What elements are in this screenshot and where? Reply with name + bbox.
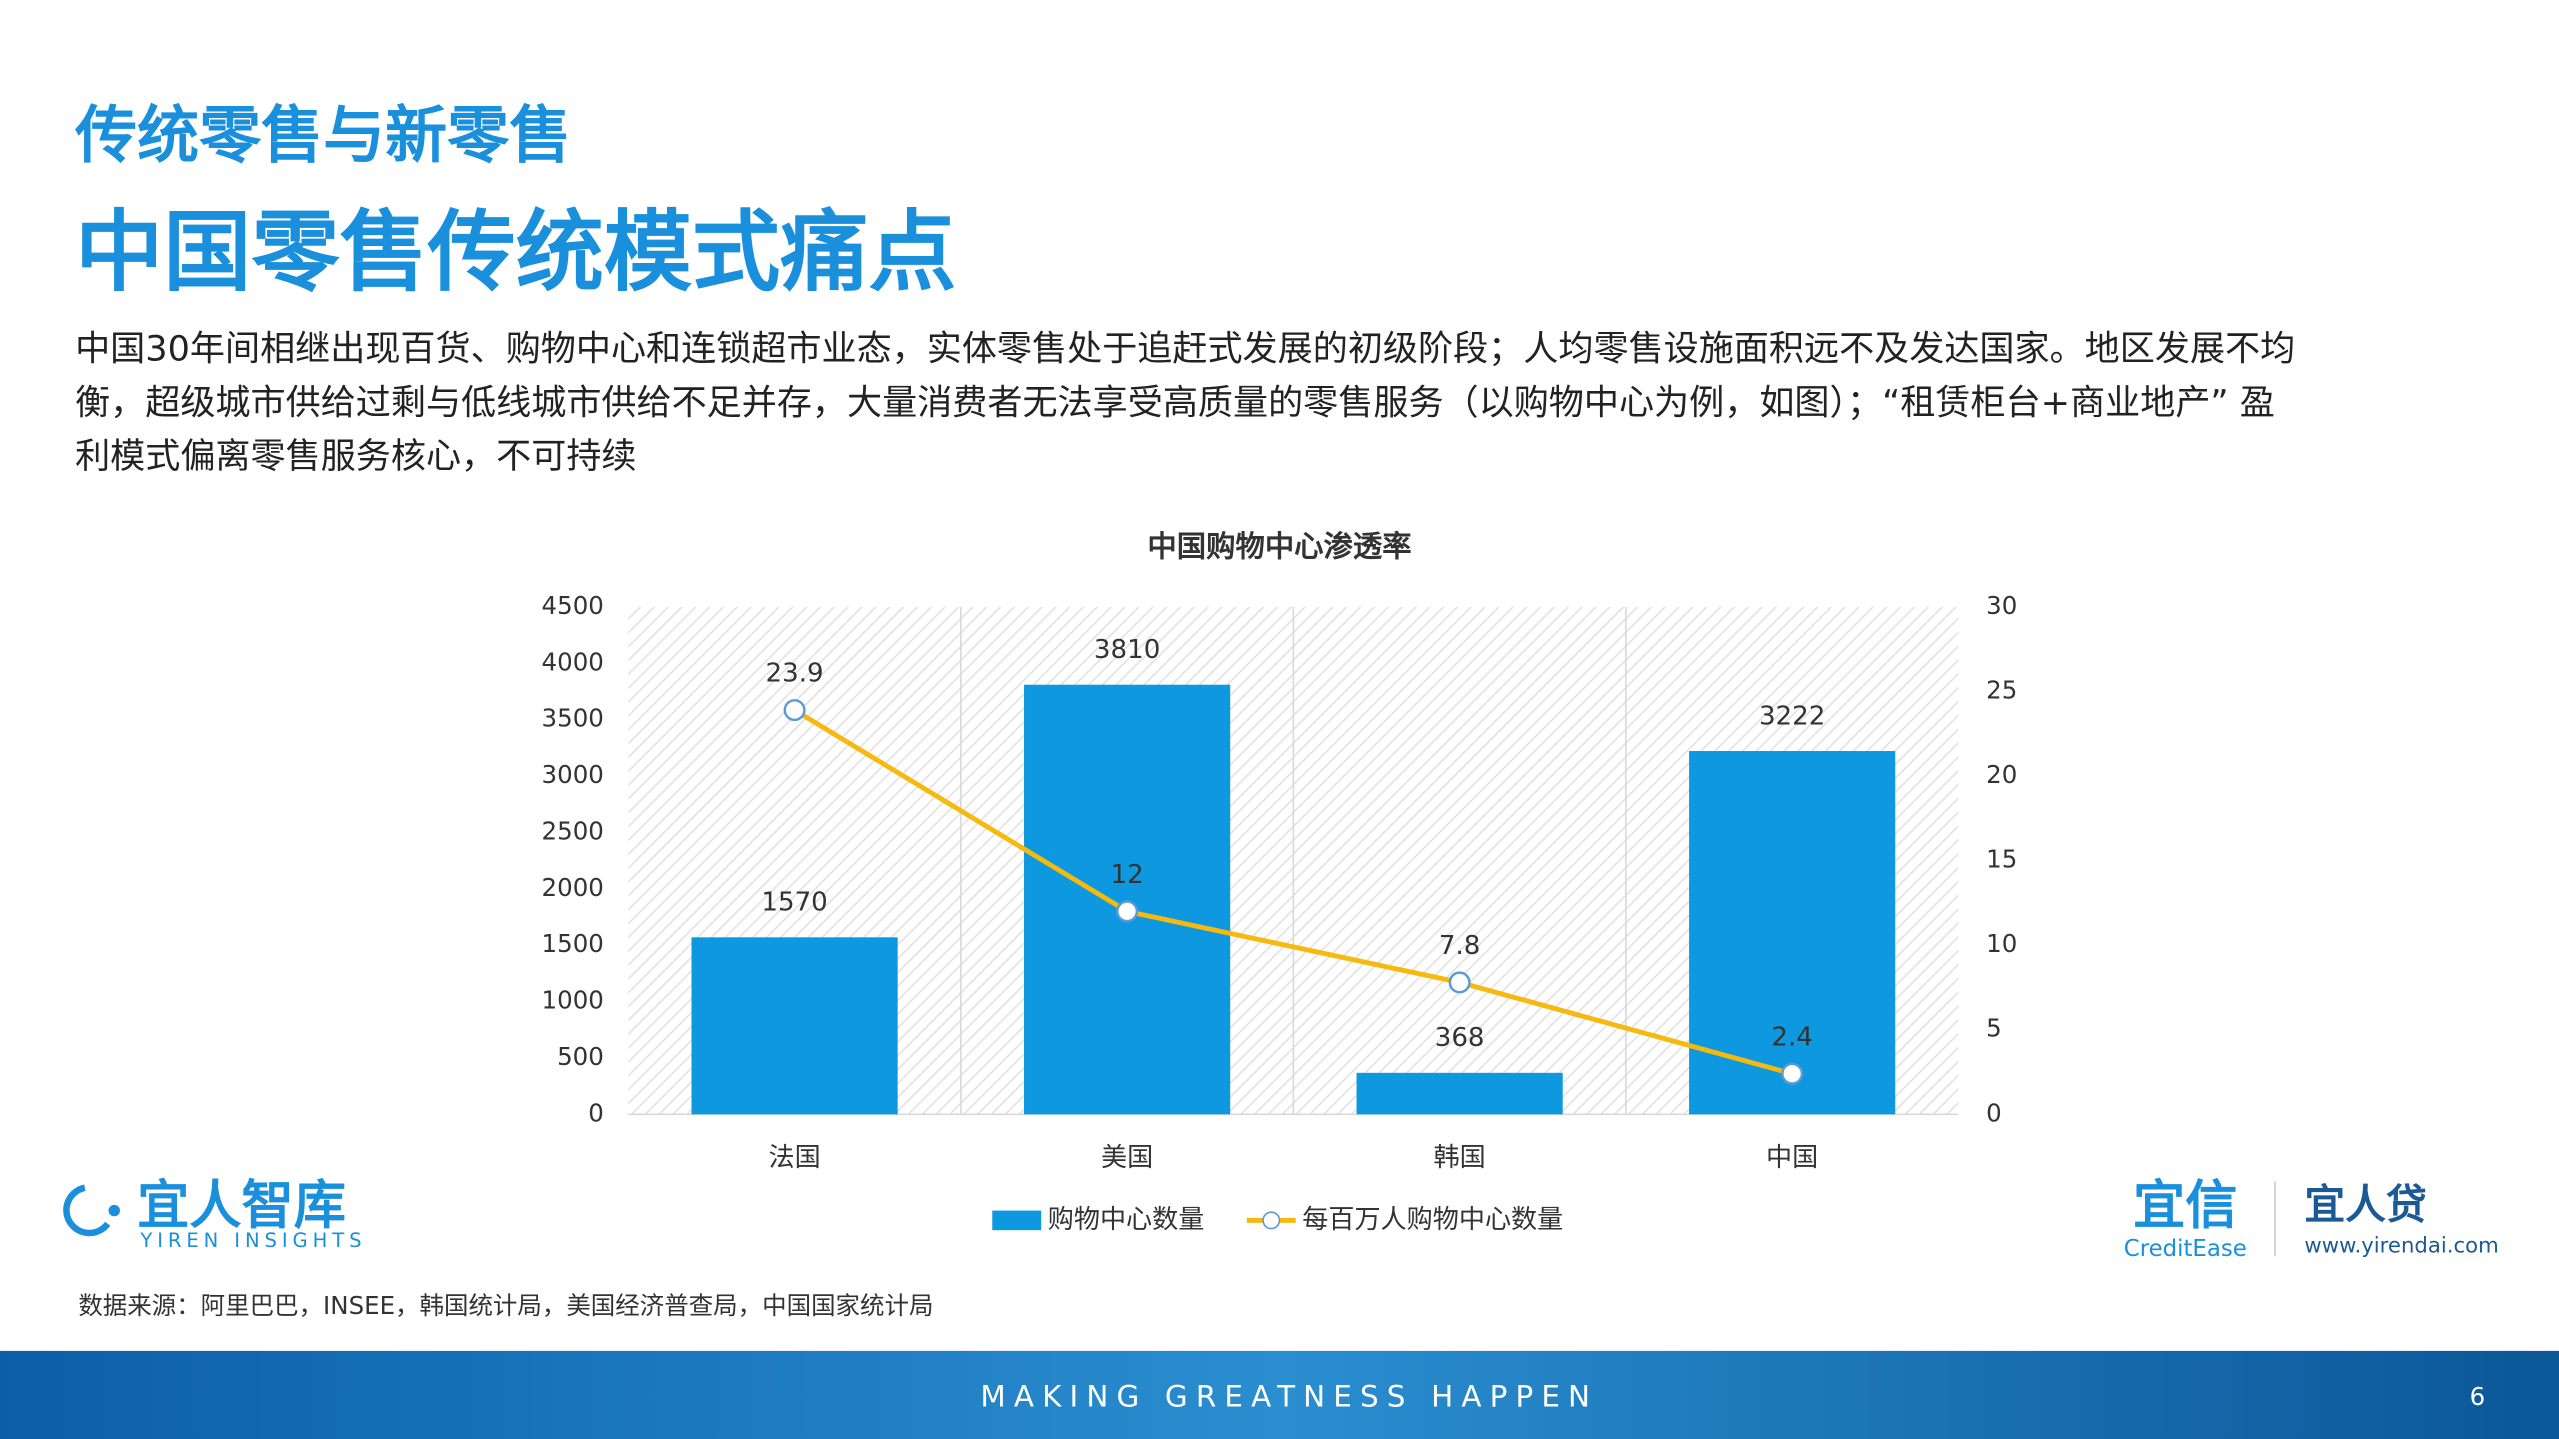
y-tick-label: 1500 xyxy=(542,929,604,958)
y2-tick-label: 25 xyxy=(1986,675,2017,704)
y2-tick-label: 15 xyxy=(1986,845,2017,874)
y-tick-label: 3500 xyxy=(542,704,604,733)
footer-band xyxy=(0,1350,2559,1439)
bar xyxy=(1689,751,1896,1115)
bar xyxy=(691,937,898,1115)
page-number: 6 xyxy=(2470,1382,2486,1411)
logo-name: 宜信 xyxy=(2133,1176,2237,1236)
x-tick-label: 中国 xyxy=(1766,1143,1818,1173)
bar-label: 1570 xyxy=(761,888,827,918)
logo-sub: www.yirendai.com xyxy=(2304,1233,2498,1258)
line xyxy=(793,708,1793,1077)
y2-tick-label: 30 xyxy=(1986,591,2017,620)
bar-label: 3810 xyxy=(1094,635,1160,665)
y-tick-label: 2000 xyxy=(542,873,604,902)
y2-tick-label: 0 xyxy=(1986,1098,2002,1127)
y-tick-label: 4000 xyxy=(542,647,604,676)
y-tick-label: 3000 xyxy=(542,760,604,789)
legend-label: 每百万人购物中心数量 xyxy=(1302,1205,1563,1235)
y-tick-label: 4500 xyxy=(542,591,604,620)
bar-label: 3222 xyxy=(1759,701,1825,731)
y-tick-label: 1000 xyxy=(542,986,604,1015)
y2-tick-label: 10 xyxy=(1986,929,2017,958)
x-tick-label: 韩国 xyxy=(1434,1143,1486,1173)
legend-swatch xyxy=(1262,1211,1281,1230)
paragraph-line: 中国30年间相继出现百货、购物中心和连锁超市业态，实体零售处于追赶式发展的初级阶… xyxy=(75,329,2296,371)
footer-slogan: MAKING GREATNESS HAPPEN xyxy=(980,1380,1598,1414)
chart-title: 中国购物中心渗透率 xyxy=(1147,530,1411,564)
logo-icon xyxy=(63,1184,111,1237)
subtitle: 传统零售与新零售 xyxy=(75,99,572,172)
line-point xyxy=(1116,900,1139,923)
line-label: 12 xyxy=(1111,860,1144,890)
logo-yiren-insights: 宜人智库 YIREN INSIGHTS xyxy=(63,1176,366,1252)
y-tick-label: 2500 xyxy=(542,816,604,845)
logo-sub: YIREN INSIGHTS xyxy=(139,1229,366,1252)
logo-creditease: 宜信 CreditEase 宜人贷 www.yirendai.com xyxy=(2124,1176,2499,1262)
line-point xyxy=(1781,1062,1804,1085)
line-label: 2.4 xyxy=(1771,1022,1813,1052)
bar xyxy=(1356,1072,1563,1115)
line-label: 7.8 xyxy=(1439,931,1481,961)
bar xyxy=(1024,684,1231,1115)
y-tick-label: 0 xyxy=(588,1098,604,1127)
legend-label: 购物中心数量 xyxy=(1048,1205,1205,1235)
y-tick-label: 500 xyxy=(557,1042,604,1071)
paragraph-line: 利模式偏离零售服务核心，不可持续 xyxy=(75,437,637,479)
logo-icon xyxy=(108,1204,120,1217)
logo-name: 宜人贷 xyxy=(2304,1180,2426,1228)
title: 中国零售传统模式痛点 xyxy=(75,200,957,304)
line-point xyxy=(1448,971,1471,994)
y2-tick-label: 20 xyxy=(1986,760,2017,789)
legend-swatch xyxy=(992,1210,1042,1231)
logo-name: 宜人智库 xyxy=(137,1176,346,1236)
x-tick-label: 法国 xyxy=(768,1143,820,1173)
line-label: 23.9 xyxy=(766,659,824,689)
bar-label: 368 xyxy=(1435,1023,1485,1053)
y2-tick-label: 5 xyxy=(1986,1014,2002,1043)
line-point xyxy=(783,699,806,722)
x-tick-label: 美国 xyxy=(1101,1143,1153,1173)
logo-sub: CreditEase xyxy=(2124,1236,2247,1262)
source: 数据来源：阿里巴巴，INSEE，韩国统计局，美国经济普查局，中国国家统计局 xyxy=(78,1291,933,1320)
paragraph-line: 衡，超级城市供给过剩与低线城市供给不足并存，大量消费者无法享受高质量的零售服务（… xyxy=(75,383,2275,425)
paragraph: 中国30年间相继出现百货、购物中心和连锁超市业态，实体零售处于追赶式发展的初级阶… xyxy=(75,323,2295,485)
